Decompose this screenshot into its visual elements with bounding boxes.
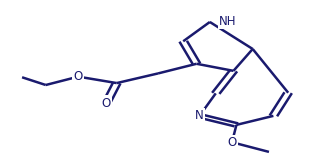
Text: NH: NH [219,15,236,28]
Text: N: N [195,109,204,122]
Text: O: O [73,70,83,83]
Text: O: O [102,96,111,109]
Text: O: O [227,136,236,149]
